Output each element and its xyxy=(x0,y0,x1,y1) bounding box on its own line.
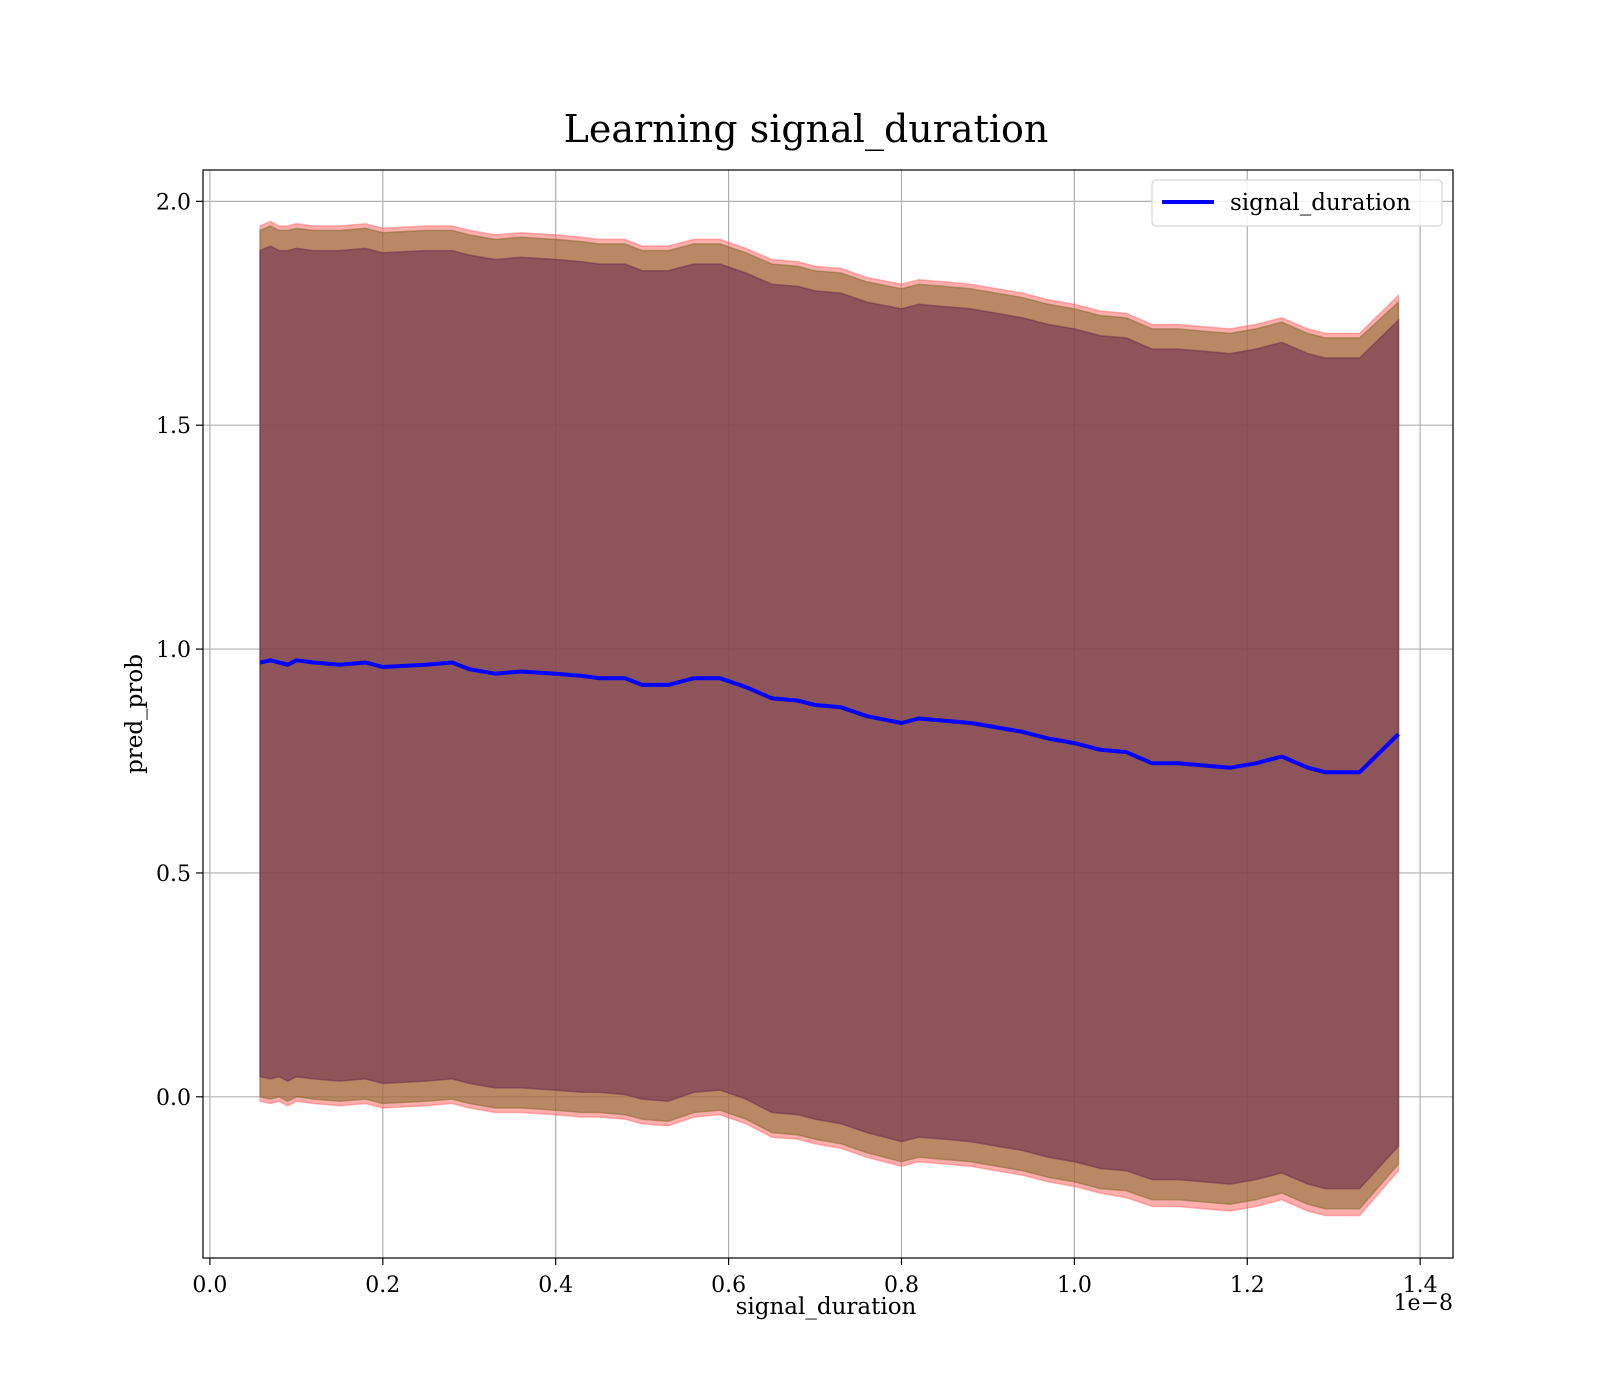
series-line-signal-duration xyxy=(259,658,1400,775)
x-axis-label: signal_duration xyxy=(736,1294,917,1320)
x-tick-label: 0.0 xyxy=(192,1273,227,1298)
plot-frame xyxy=(202,169,1454,1259)
legend-box xyxy=(1151,179,1443,227)
chart-title: Learning signal_duration xyxy=(564,107,1049,152)
confidence-bands xyxy=(259,220,1400,1217)
x-axis-offset-label: 1e−8 xyxy=(1394,1291,1453,1316)
y-tick-label: 0.0 xyxy=(156,1086,191,1111)
confidence-band-2 xyxy=(259,245,1400,1190)
x-tick-label: 1.0 xyxy=(1057,1273,1092,1298)
y-tick-label: 1.5 xyxy=(156,414,191,439)
y-axis-ticks: 0.0 0.5 1.0 1.5 2.0 xyxy=(156,190,203,1111)
y-tick-label: 0.5 xyxy=(156,862,191,887)
y-tick-label: 1.0 xyxy=(156,638,191,663)
x-tick-label: 0.4 xyxy=(538,1273,573,1298)
x-tick-label: 0.6 xyxy=(711,1273,746,1298)
legend: signal_duration xyxy=(1151,179,1443,227)
series-layer xyxy=(259,658,1400,775)
legend-label-signal-duration: signal_duration xyxy=(1230,190,1411,216)
x-tick-label: 0.8 xyxy=(884,1273,919,1298)
y-axis-label: pred_prob xyxy=(122,654,148,774)
x-tick-label: 1.4 xyxy=(1403,1273,1438,1298)
x-axis-ticks: 0.0 0.2 0.4 0.6 0.8 1.0 1.2 1.4 xyxy=(192,1258,1438,1298)
x-tick-label: 0.2 xyxy=(365,1273,400,1298)
y-tick-label: 2.0 xyxy=(156,190,191,215)
x-tick-label: 1.2 xyxy=(1230,1273,1265,1298)
